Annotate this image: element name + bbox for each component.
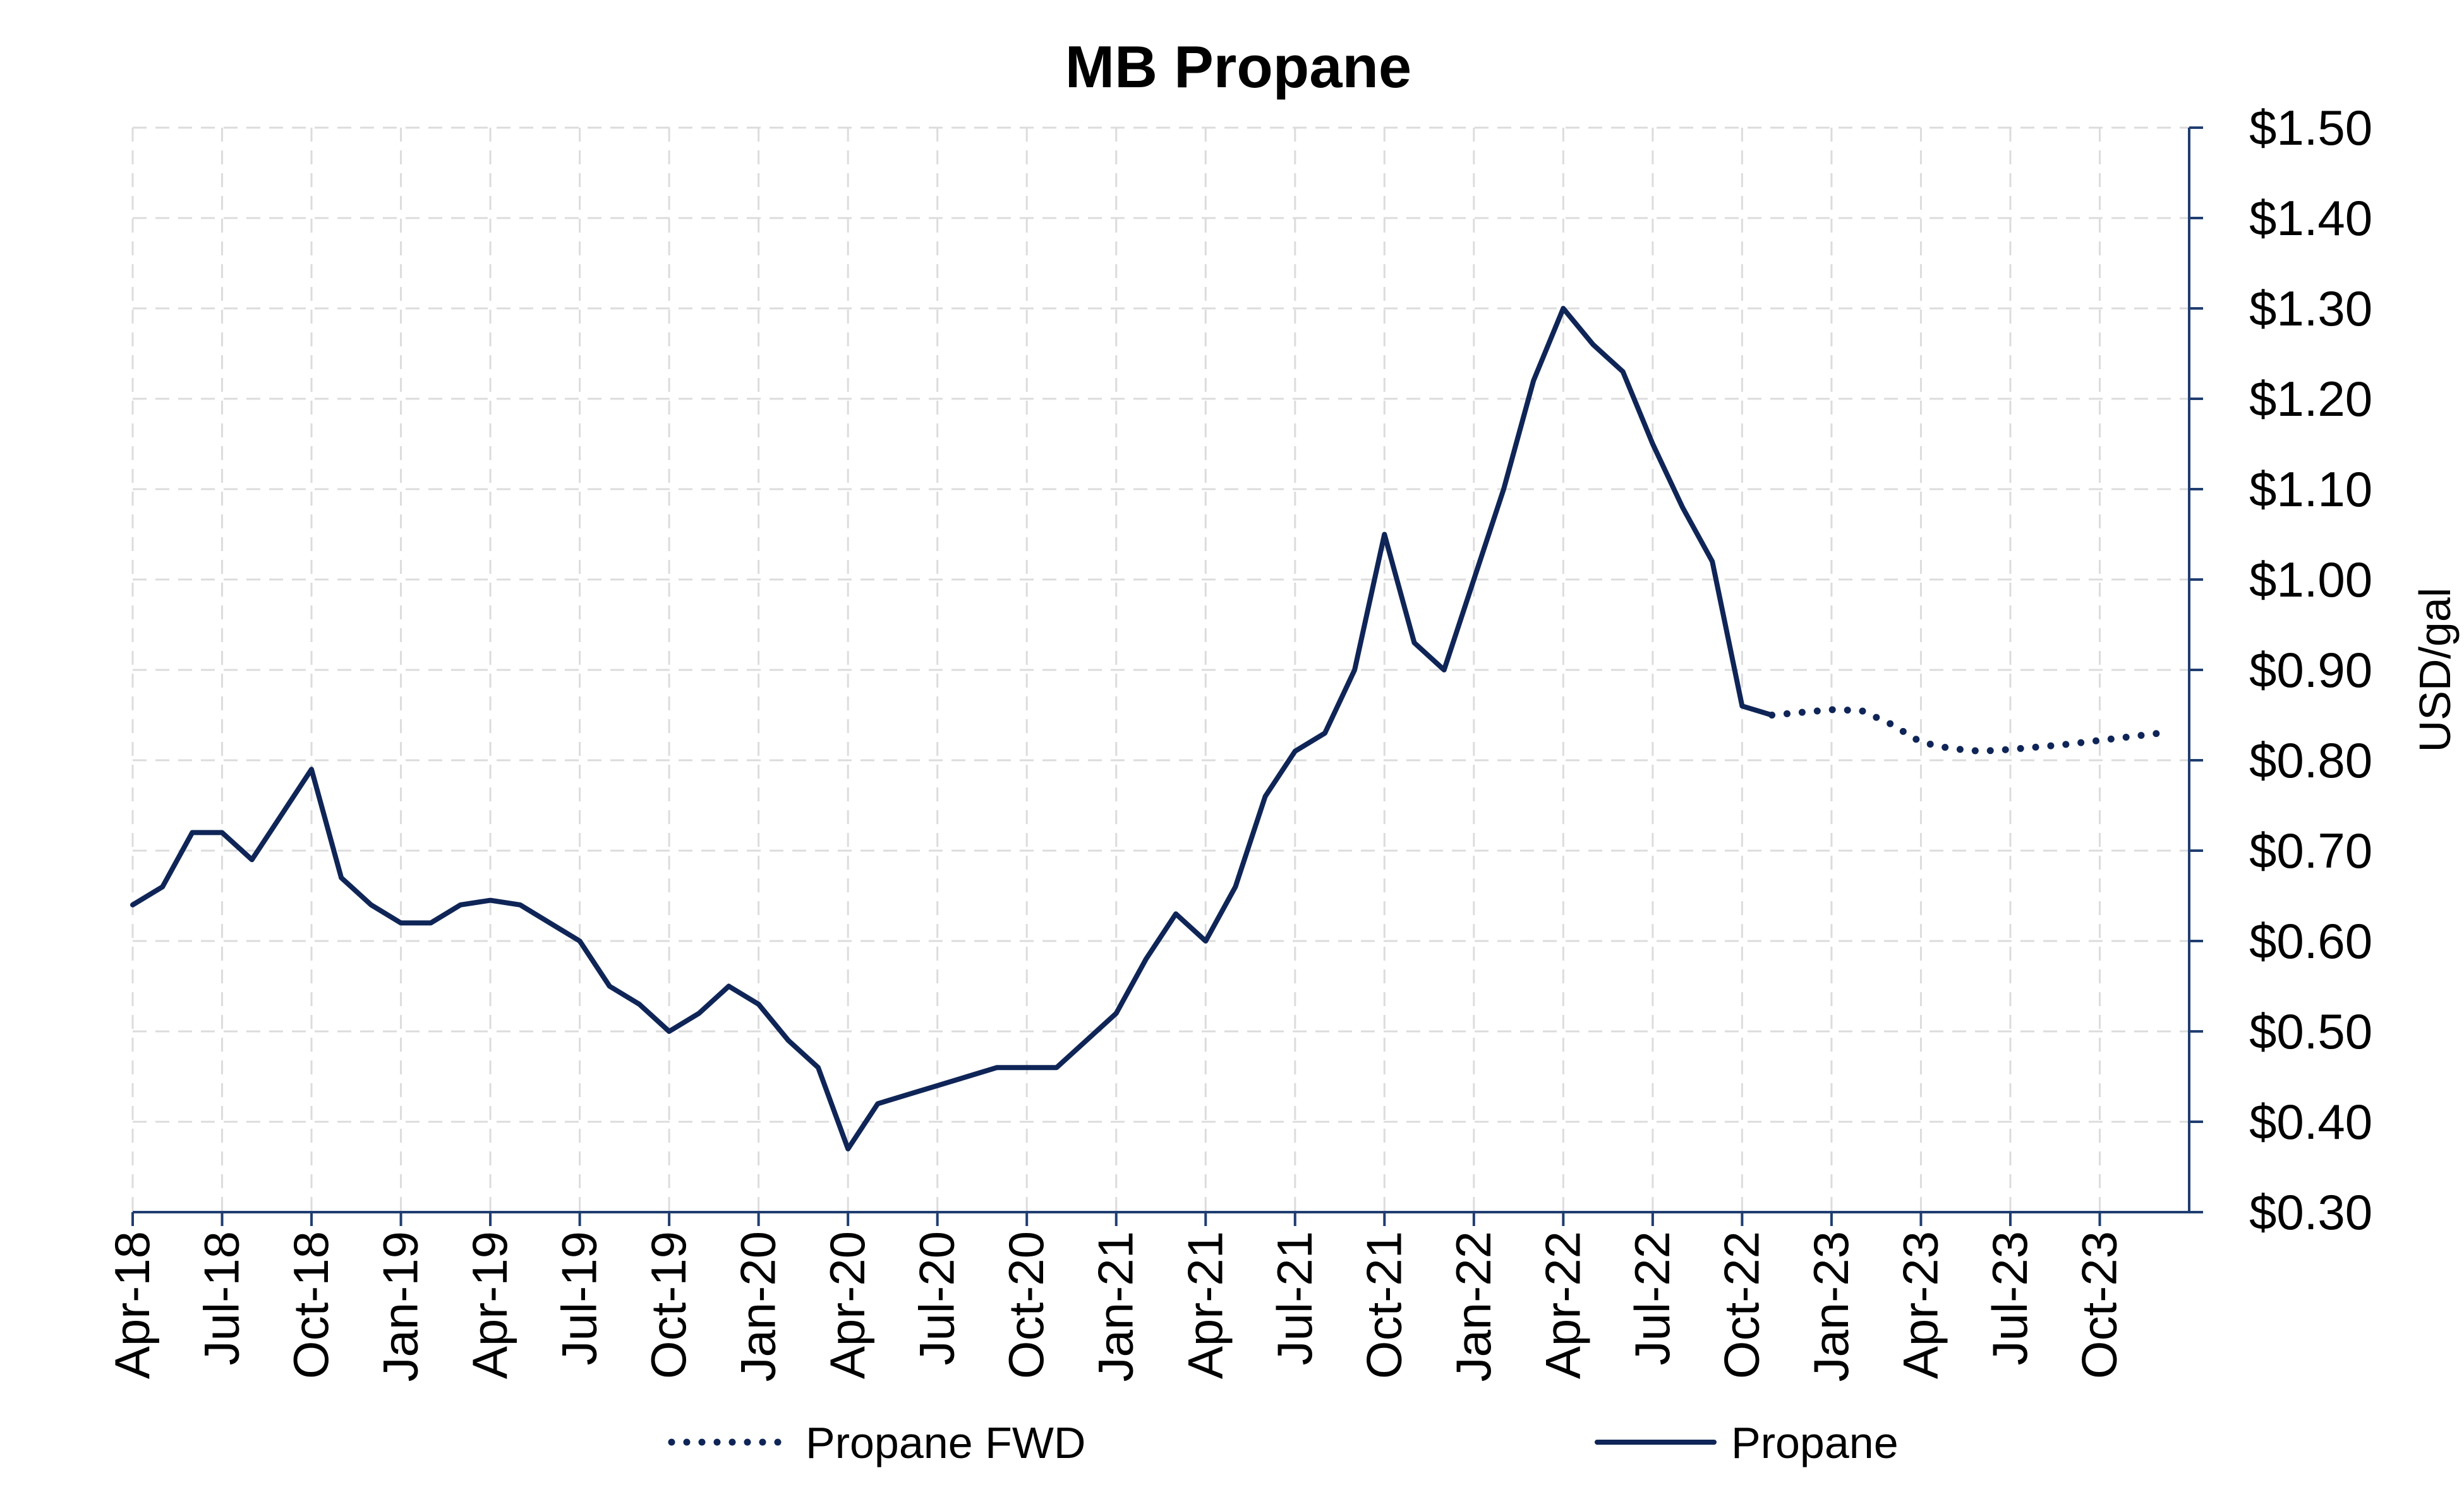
y-tick-label: $0.30 — [2249, 1184, 2372, 1240]
plot-area — [130, 306, 2163, 1151]
x-tick-label: Apr-19 — [462, 1231, 517, 1379]
x-tick-label: Apr-21 — [1177, 1231, 1233, 1379]
series-line-propane — [130, 306, 1775, 1151]
x-tick-label: Oct-18 — [283, 1231, 339, 1379]
x-tick-label: Jul-22 — [1624, 1231, 1680, 1365]
x-tick-label: Jan-19 — [373, 1231, 428, 1382]
x-tick-label: Jul-19 — [552, 1231, 607, 1365]
x-tick-label: Jan-23 — [1803, 1231, 1859, 1382]
x-tick-label: Oct-22 — [1713, 1231, 1769, 1379]
y-tick-label: $1.20 — [2249, 371, 2372, 427]
x-tick-label: Oct-23 — [2071, 1231, 2127, 1379]
y-axis-title: USD/gal — [2410, 588, 2460, 753]
x-tick-label: Apr-20 — [819, 1231, 875, 1379]
legend-label: Propane — [1731, 1418, 1899, 1467]
x-tick-label: Apr-22 — [1535, 1231, 1590, 1379]
y-tick-label: $0.90 — [2249, 642, 2372, 698]
legend-label: Propane FWD — [806, 1418, 1085, 1467]
x-tick-label: Oct-19 — [641, 1231, 696, 1379]
legend: Propane FWD Propane — [668, 1418, 1899, 1467]
y-tick-label: $1.50 — [2249, 100, 2372, 155]
y-tick-label: $0.40 — [2249, 1094, 2372, 1150]
y-tick-label: $0.50 — [2249, 1004, 2372, 1059]
y-tick-label: $1.30 — [2249, 281, 2372, 336]
x-tick-label: Jul-20 — [909, 1231, 965, 1365]
x-tick-label: Jul-23 — [1982, 1231, 2038, 1365]
x-tick-label: Jul-21 — [1267, 1231, 1322, 1365]
y-tick-label: $0.70 — [2249, 823, 2372, 878]
series-line-propane-fwd — [1768, 706, 2163, 755]
x-tick-label: Oct-20 — [998, 1231, 1054, 1379]
x-tick-label: Jan-21 — [1088, 1231, 1144, 1382]
x-tick-label: Apr-18 — [104, 1231, 160, 1379]
x-tick-label: Jan-20 — [730, 1231, 786, 1382]
grid — [131, 126, 2189, 1212]
chart-title: MB Propane — [1065, 33, 1412, 100]
axes: $0.30 $0.40 $0.50 $0.60 $0.70 $0.80 $0.90 $1.00… — [104, 100, 2460, 1382]
x-tick-label: Jan-22 — [1446, 1231, 1501, 1382]
x-tick-label: Jul-18 — [194, 1231, 250, 1365]
y-tick-label: $0.80 — [2249, 732, 2372, 788]
y-tick-label: $1.00 — [2249, 552, 2372, 607]
y-tick-label: $1.40 — [2249, 190, 2372, 246]
y-tick-label: $1.10 — [2249, 461, 2372, 517]
x-tick-label: Oct-21 — [1356, 1231, 1411, 1379]
x-tick-label: Apr-23 — [1892, 1231, 1948, 1379]
y-tick-label: $0.60 — [2249, 913, 2372, 969]
